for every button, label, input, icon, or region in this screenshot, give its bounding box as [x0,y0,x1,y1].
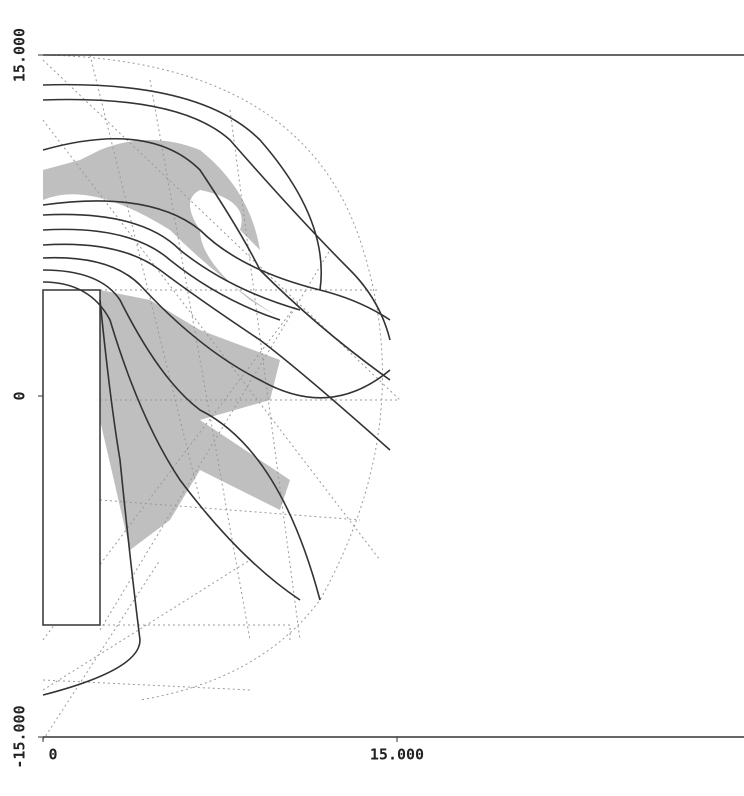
chart: -15.000 0 15.000 0 15.000 [0,0,744,796]
x-tick-label: 0 [48,746,57,764]
y-tick-label: 15.000 [11,28,29,82]
y-tick-label: 0 [11,391,29,400]
x-tick-label: 15.000 [370,746,424,764]
obstacle [43,290,100,625]
y-tick-label: -15.000 [11,705,29,768]
